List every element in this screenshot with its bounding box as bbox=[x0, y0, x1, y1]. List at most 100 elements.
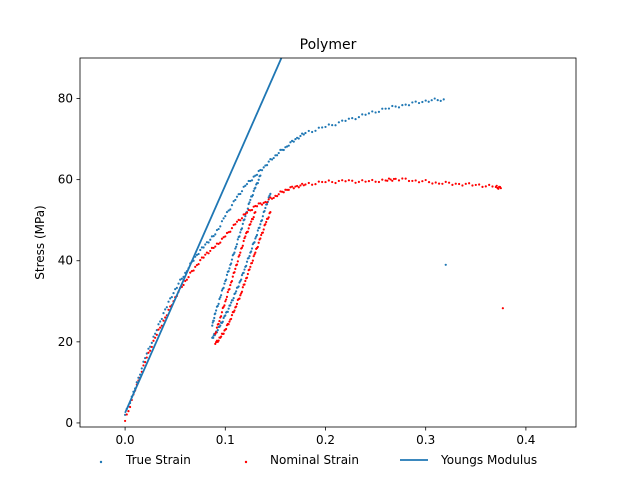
data-point-nominal-strain bbox=[407, 179, 411, 183]
data-point-nominal-strain bbox=[392, 177, 396, 181]
data-point-true-strain bbox=[212, 235, 215, 238]
data-point-nominal-strain bbox=[229, 283, 232, 287]
data-point-nominal-strain bbox=[294, 185, 297, 188]
data-point-nominal-strain bbox=[371, 178, 374, 182]
data-point-nominal-strain bbox=[254, 210, 257, 214]
y-tick-label: 0 bbox=[65, 416, 73, 430]
data-point-true-strain bbox=[381, 107, 384, 110]
data-point-nominal-strain bbox=[234, 267, 237, 270]
data-point-nominal-strain bbox=[210, 246, 214, 249]
data-point-true-strain bbox=[262, 166, 265, 169]
data-point-nominal-strain bbox=[351, 179, 354, 182]
data-point-nominal-strain bbox=[225, 295, 229, 298]
data-point-nominal-strain bbox=[192, 269, 195, 272]
data-point-nominal-strain bbox=[217, 339, 220, 342]
data-point-nominal-strain bbox=[257, 202, 260, 205]
data-point-nominal-strain bbox=[327, 179, 330, 182]
data-point-nominal-strain bbox=[427, 181, 431, 184]
data-point-nominal-strain bbox=[152, 339, 155, 342]
data-point-true-strain bbox=[213, 316, 216, 320]
data-point-true-strain bbox=[237, 285, 240, 288]
data-point-true-strain bbox=[444, 263, 447, 266]
data-point-true-strain bbox=[230, 204, 234, 207]
plot-frame bbox=[79, 57, 577, 428]
data-point-true-strain bbox=[247, 179, 250, 183]
data-point-nominal-strain bbox=[240, 292, 243, 295]
data-point-nominal-strain bbox=[377, 180, 381, 184]
data-point-true-strain bbox=[371, 110, 374, 113]
data-point-true-strain bbox=[204, 243, 207, 246]
data-point-true-strain bbox=[384, 107, 387, 110]
data-point-nominal-strain bbox=[301, 182, 304, 185]
data-point-nominal-strain bbox=[127, 410, 130, 413]
data-point-nominal-strain bbox=[484, 185, 487, 188]
data-point-nominal-strain bbox=[240, 246, 244, 249]
data-point-true-strain bbox=[282, 148, 285, 152]
data-point-true-strain bbox=[255, 173, 259, 176]
data-point-nominal-strain bbox=[246, 272, 249, 276]
data-point-true-strain bbox=[252, 175, 255, 178]
data-point-true-strain bbox=[220, 294, 223, 297]
data-point-true-strain bbox=[200, 246, 204, 249]
data-point-true-strain bbox=[179, 278, 182, 281]
data-point-nominal-strain bbox=[236, 260, 239, 263]
data-point-nominal-strain bbox=[481, 185, 484, 188]
data-point-nominal-strain bbox=[200, 256, 204, 259]
data-point-true-strain bbox=[220, 220, 224, 223]
data-point-true-strain bbox=[225, 210, 229, 214]
data-point-true-strain bbox=[442, 98, 445, 101]
data-point-true-strain bbox=[424, 99, 427, 102]
data-point-nominal-strain bbox=[264, 223, 267, 226]
data-point-true-strain bbox=[261, 215, 264, 218]
data-point-nominal-strain bbox=[241, 286, 244, 289]
data-point-true-strain bbox=[272, 156, 275, 160]
data-point-true-strain bbox=[230, 258, 234, 261]
data-point-true-strain bbox=[228, 267, 231, 270]
data-point-nominal-strain bbox=[195, 263, 199, 267]
data-point-nominal-strain bbox=[257, 241, 260, 244]
data-point-nominal-strain bbox=[225, 231, 229, 235]
data-point-nominal-strain bbox=[262, 201, 265, 204]
data-point-nominal-strain bbox=[194, 265, 197, 268]
data-point-nominal-strain bbox=[285, 188, 289, 191]
data-point-nominal-strain bbox=[162, 319, 165, 322]
data-point-nominal-strain bbox=[228, 320, 231, 323]
data-point-true-strain bbox=[235, 195, 239, 198]
data-point-true-strain bbox=[211, 321, 214, 324]
data-point-nominal-strain bbox=[277, 193, 280, 196]
data-point-nominal-strain bbox=[274, 194, 277, 197]
data-point-true-strain bbox=[344, 119, 347, 122]
data-point-nominal-strain bbox=[233, 271, 236, 274]
data-point-true-strain bbox=[274, 154, 277, 157]
data-point-true-strain bbox=[270, 158, 274, 161]
data-point-true-strain bbox=[147, 347, 150, 350]
data-point-true-strain bbox=[169, 297, 172, 300]
data-point-true-strain bbox=[374, 111, 377, 114]
data-point-true-strain bbox=[222, 286, 225, 289]
data-point-true-strain bbox=[216, 304, 219, 308]
data-point-nominal-strain bbox=[361, 179, 364, 182]
data-point-nominal-strain bbox=[215, 242, 219, 245]
data-point-nominal-strain bbox=[270, 197, 274, 200]
data-point-true-strain bbox=[212, 319, 215, 322]
data-point-true-strain bbox=[165, 306, 168, 309]
data-point-nominal-strain bbox=[297, 186, 300, 189]
data-point-nominal-strain bbox=[189, 271, 192, 274]
data-point-nominal-strain bbox=[354, 181, 357, 184]
data-point-nominal-strain bbox=[279, 190, 282, 193]
data-point-nominal-strain bbox=[401, 177, 404, 180]
data-point-true-strain bbox=[222, 316, 225, 320]
data-point-true-strain bbox=[235, 243, 239, 246]
data-point-true-strain bbox=[229, 208, 232, 211]
data-point-nominal-strain bbox=[296, 184, 299, 188]
data-point-nominal-strain bbox=[347, 179, 350, 182]
data-point-nominal-strain bbox=[302, 184, 305, 187]
data-point-true-strain bbox=[259, 168, 262, 172]
data-point-nominal-strain bbox=[299, 184, 302, 187]
data-point-true-strain bbox=[387, 107, 391, 110]
data-point-nominal-strain bbox=[144, 361, 147, 364]
data-point-nominal-strain bbox=[386, 179, 389, 182]
data-point-nominal-strain bbox=[394, 177, 397, 180]
data-point-nominal-strain bbox=[381, 178, 384, 181]
data-point-true-strain bbox=[364, 113, 367, 116]
